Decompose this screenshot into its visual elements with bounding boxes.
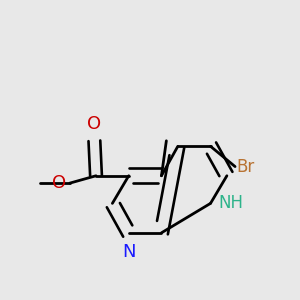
Text: Br: Br (237, 158, 255, 175)
Text: O: O (87, 115, 101, 133)
Text: N: N (122, 243, 136, 261)
Text: O: O (52, 174, 66, 192)
Text: NH: NH (219, 194, 244, 212)
